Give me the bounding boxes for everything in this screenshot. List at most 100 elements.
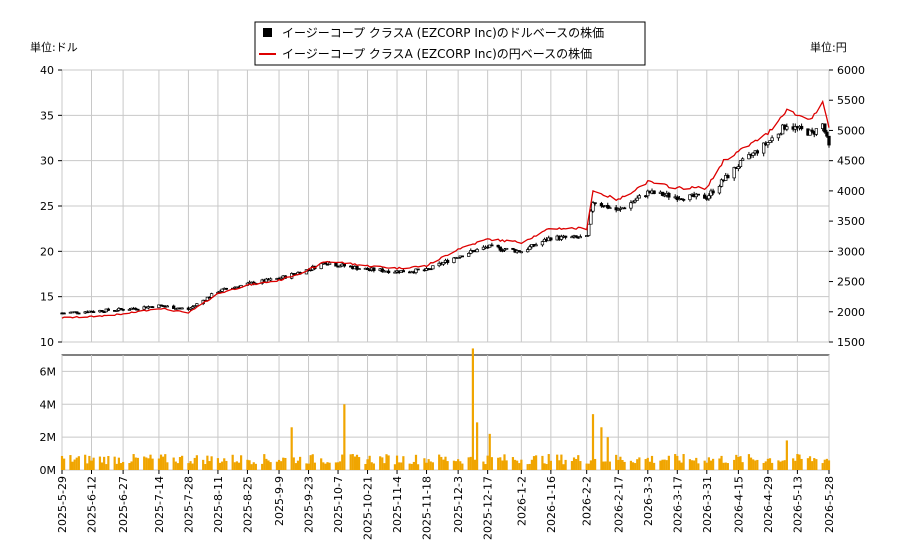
volume-bar (444, 456, 447, 470)
candle-body (357, 268, 361, 270)
volume-bar (414, 454, 418, 470)
volume-bar (84, 454, 87, 470)
volume-bar (650, 455, 654, 470)
volume-bar (290, 427, 293, 470)
candle-body (574, 235, 578, 238)
y-left-tick-label: 15 (40, 291, 54, 304)
candle-body (703, 194, 707, 199)
volume-bar (147, 458, 150, 470)
volume-bar (798, 454, 801, 470)
volume-bar (60, 455, 64, 470)
volume-bar (511, 457, 515, 470)
volume-bar (100, 462, 104, 470)
jpy-price-line (61, 99, 830, 319)
volume-bar (722, 462, 725, 470)
candle-body (279, 277, 283, 280)
candle-body (593, 202, 597, 204)
volume-bar (282, 457, 285, 470)
volume-bar (193, 457, 196, 470)
x-tick-label: 2026-1-16 (545, 476, 558, 533)
volume-bar (248, 460, 251, 470)
volume-bar (606, 437, 609, 470)
volume-bar (423, 458, 426, 470)
candle-body (736, 166, 741, 169)
volume-bar (275, 461, 279, 470)
volume-bar (218, 462, 222, 470)
candle-body (338, 265, 342, 268)
candle-body (456, 257, 460, 259)
volume-bar (149, 454, 152, 470)
volume-bar (528, 463, 531, 470)
volume-bar (674, 454, 677, 470)
candle-body (115, 310, 119, 312)
volume-bar (261, 463, 264, 470)
volume-bar (402, 456, 405, 470)
candle-body (766, 142, 770, 146)
candle-body (452, 257, 456, 263)
candle-body (549, 237, 553, 241)
volume-bar (631, 462, 635, 470)
volume-bar (223, 458, 226, 470)
volume-bar (240, 455, 243, 470)
volume-bar (322, 462, 325, 470)
candle-body (342, 263, 347, 267)
volume-bar (499, 457, 502, 470)
candle-body (719, 179, 724, 187)
candle-body (629, 202, 633, 209)
volume-bar (749, 457, 753, 470)
volume-bar (431, 462, 434, 470)
volume-bar (166, 462, 169, 470)
volume-bar (442, 459, 445, 470)
x-tick-label: 2025-10-7 (332, 476, 345, 533)
candle-body (635, 197, 639, 201)
candle-body (559, 236, 564, 240)
volume-bar (73, 459, 76, 470)
x-axis: 2025-5-29 2025-6-12 2025-6-27 2025-7-14 2025… (56, 470, 836, 540)
volume-bar (395, 455, 399, 470)
volume-bar (634, 463, 637, 470)
volume-bar (328, 462, 331, 470)
volume-bar (771, 462, 774, 470)
volume-bar (355, 454, 359, 470)
volume-bar (600, 427, 603, 470)
candle-body (810, 129, 814, 132)
volume-bar (589, 460, 592, 470)
volume-bar (119, 463, 123, 470)
candle-body (77, 312, 81, 315)
volume-bar (145, 457, 148, 470)
volume-bar (263, 454, 266, 470)
legend-usd-label: イージーコープ クラスA (EZCORP Inc)のドルベースの株価 (282, 25, 604, 40)
candle-body (732, 167, 736, 179)
volume-bar (800, 458, 803, 470)
volume-bar (594, 458, 597, 470)
volume-bar (570, 461, 574, 470)
volume-bar (294, 463, 297, 470)
volume-bar (720, 455, 723, 470)
volume-plot-frame (61, 354, 830, 471)
volume-bar (676, 455, 679, 470)
candle-body (662, 194, 667, 197)
volume-bar (408, 463, 411, 470)
volume-bar (117, 457, 120, 470)
volume-bar (284, 457, 287, 470)
candle-body (224, 287, 229, 290)
volume-bar (518, 463, 521, 470)
candle-body (485, 246, 490, 249)
volume-bar (417, 464, 420, 470)
candle-body (740, 158, 745, 161)
volume-bar (204, 464, 207, 470)
candle-body (785, 126, 789, 130)
volume-tick-label: 4M (40, 398, 57, 411)
volume-bar (547, 454, 550, 470)
volume-bar (532, 456, 536, 470)
volume-bar (151, 458, 154, 470)
volume-bar (410, 463, 413, 470)
y-left-tick-label: 20 (40, 245, 54, 258)
volume-bar (497, 457, 500, 470)
candle-body (517, 250, 521, 253)
volume-bar (383, 463, 386, 470)
volume-bar (105, 464, 108, 470)
y-right-tick-label: 5000 (837, 124, 865, 137)
volume-bar (709, 460, 713, 470)
volume-bar (351, 454, 354, 470)
